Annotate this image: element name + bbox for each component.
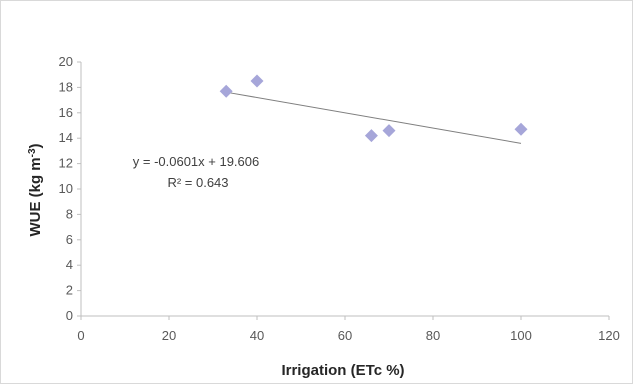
axes-layer: 0 2 4 6 8 10 12 14 16 18 20 0 20 40 60 80 100 120 xyxy=(59,54,620,343)
y-tick-label: 6 xyxy=(66,232,73,247)
y-tick-label: 2 xyxy=(66,283,73,298)
trendline-equation: y = -0.0601x + 19.606 xyxy=(133,154,259,169)
x-tick-label: 0 xyxy=(77,328,84,343)
data-point xyxy=(364,129,378,143)
r-squared-label: R² = 0.643 xyxy=(167,175,228,190)
y-axis-title-main: WUE (kg m xyxy=(27,157,44,236)
y-tick-label: 14 xyxy=(59,130,73,145)
data-point xyxy=(514,122,528,136)
y-tick-label: 10 xyxy=(59,181,73,196)
y-tick-label: 4 xyxy=(66,257,73,272)
y-axis-title-end: ) xyxy=(27,143,44,148)
x-tick-label: 20 xyxy=(162,328,176,343)
y-axis-title: WUE (kg m-3) xyxy=(27,143,45,236)
y-tick-label: 20 xyxy=(59,54,73,69)
data-point xyxy=(382,124,396,138)
x-tick-label: 80 xyxy=(426,328,440,343)
y-tick-label: 12 xyxy=(59,156,73,171)
annotation-layer: y = -0.0601x + 19.606 R² = 0.643 xyxy=(133,154,259,190)
x-tick-label: 120 xyxy=(598,328,620,343)
y-axis-title-superscript: -3 xyxy=(27,148,38,157)
data-point xyxy=(250,74,264,88)
y-tick-label: 18 xyxy=(59,79,73,94)
trendline xyxy=(226,91,522,144)
x-tick-label: 40 xyxy=(250,328,264,343)
x-axis-title: Irrigation (ETc %) xyxy=(281,362,404,379)
y-tick-label: 8 xyxy=(66,206,73,221)
data-point xyxy=(219,84,233,98)
y-tick-label: 0 xyxy=(66,308,73,323)
x-tick-label: 60 xyxy=(338,328,352,343)
trendline-layer xyxy=(226,91,522,144)
y-tick-label: 16 xyxy=(59,105,73,120)
points-layer xyxy=(219,74,528,143)
x-tick-label: 100 xyxy=(510,328,532,343)
